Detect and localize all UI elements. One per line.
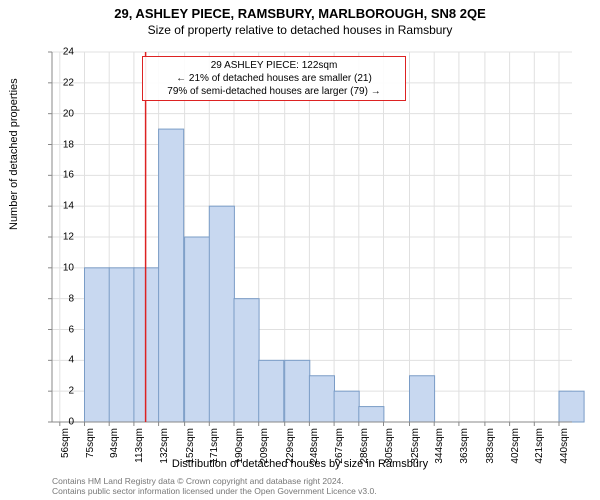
y-tick-label: 16	[52, 170, 74, 181]
y-tick-label: 0	[52, 417, 74, 428]
y-tick-label: 10	[52, 262, 74, 273]
title-sub: Size of property relative to detached ho…	[0, 21, 600, 37]
footer-line1: Contains HM Land Registry data © Crown c…	[52, 476, 377, 486]
annotation-line3: 79% of semi-detached houses are larger (…	[149, 85, 399, 98]
footer: Contains HM Land Registry data © Crown c…	[52, 476, 377, 496]
y-tick-label: 18	[52, 139, 74, 150]
y-tick-label: 8	[52, 293, 74, 304]
annotation-box: 29 ASHLEY PIECE: 122sqm ← 21% of detache…	[142, 56, 406, 101]
y-tick-label: 22	[52, 77, 74, 88]
y-tick-label: 2	[52, 386, 74, 397]
x-axis-label: Distribution of detached houses by size …	[0, 458, 600, 470]
y-tick-label: 4	[52, 355, 74, 366]
histogram-plot	[52, 52, 572, 422]
title-main: 29, ASHLEY PIECE, RAMSBURY, MARLBOROUGH,…	[0, 0, 600, 21]
y-tick-label: 6	[52, 324, 74, 335]
footer-line2: Contains public sector information licen…	[52, 486, 377, 496]
y-axis-label: Number of detached properties	[8, 78, 20, 230]
y-tick-label: 20	[52, 108, 74, 119]
y-tick-label: 12	[52, 232, 74, 243]
chart-area: 29 ASHLEY PIECE: 122sqm ← 21% of detache…	[52, 52, 572, 422]
y-tick-label: 24	[52, 47, 74, 58]
chart-container: 29, ASHLEY PIECE, RAMSBURY, MARLBOROUGH,…	[0, 0, 600, 500]
y-tick-label: 14	[52, 201, 74, 212]
annotation-line1: 29 ASHLEY PIECE: 122sqm	[149, 59, 399, 72]
annotation-line2: ← 21% of detached houses are smaller (21…	[149, 72, 399, 85]
